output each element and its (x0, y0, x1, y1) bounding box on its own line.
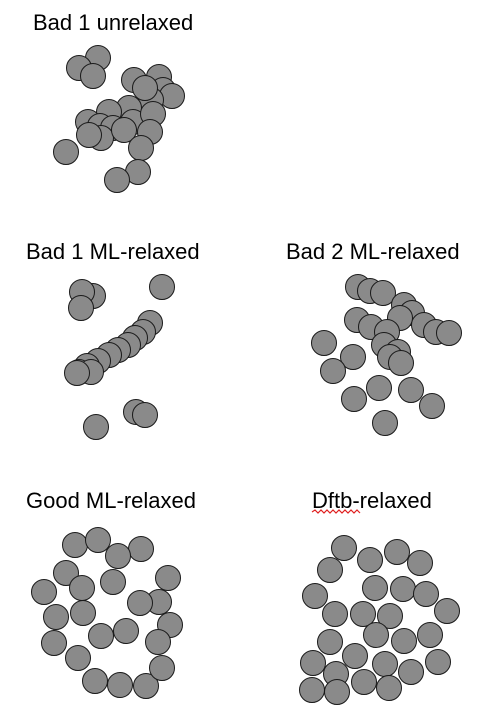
atom (370, 280, 396, 306)
atom (390, 576, 416, 602)
atom (311, 330, 337, 356)
atom (331, 535, 357, 561)
atom (149, 655, 175, 681)
atom (299, 677, 325, 703)
atom (340, 344, 366, 370)
atom (317, 629, 343, 655)
atom (43, 604, 69, 630)
atom (417, 622, 443, 648)
atom (155, 565, 181, 591)
atom (398, 377, 424, 403)
panel-title-bad1-ml-relaxed: Bad 1 ML-relaxed (26, 239, 200, 264)
atom (85, 527, 111, 553)
atom (434, 598, 460, 624)
atom (320, 358, 346, 384)
atom (388, 350, 414, 376)
atom (107, 672, 133, 698)
atom (317, 557, 343, 583)
atom (324, 679, 350, 705)
cluster-bad2-ml-relaxed (311, 274, 462, 436)
atom (41, 630, 67, 656)
atom (80, 63, 106, 89)
atoms-layer (31, 45, 462, 705)
cluster-good-ml-relaxed (31, 527, 183, 699)
atom (100, 569, 126, 595)
atom (132, 402, 158, 428)
atom (419, 393, 445, 419)
atom (149, 274, 175, 300)
atom (376, 675, 402, 701)
atom (127, 590, 153, 616)
atom (363, 622, 389, 648)
cluster-bad1-ml-relaxed (64, 274, 175, 440)
atom (53, 139, 79, 165)
atom (53, 560, 79, 586)
atom (398, 659, 424, 685)
atom (76, 122, 102, 148)
atom (70, 600, 96, 626)
atom (113, 618, 139, 644)
atom (111, 117, 137, 143)
spellcheck-underline (311, 509, 361, 514)
atom (436, 320, 462, 346)
panel-title-good-ml-relaxed: Good ML-relaxed (26, 488, 196, 513)
atom (362, 575, 388, 601)
atom (372, 410, 398, 436)
atom (69, 575, 95, 601)
atom (357, 547, 383, 573)
atom (128, 536, 154, 562)
atom (105, 543, 131, 569)
atom (88, 623, 114, 649)
atom (413, 581, 439, 607)
atom (145, 629, 171, 655)
atom (407, 550, 433, 576)
atom (68, 295, 94, 321)
atom (372, 651, 398, 677)
atom (128, 135, 154, 161)
panel-title-dftb-relaxed: Dftb-relaxed (312, 488, 432, 513)
atom (350, 601, 376, 627)
atom (104, 167, 130, 193)
atom (341, 386, 367, 412)
atom (62, 532, 88, 558)
atom (302, 583, 328, 609)
cluster-dftb-relaxed (299, 535, 460, 705)
atom (64, 360, 90, 386)
atom (83, 414, 109, 440)
atom (65, 645, 91, 671)
atom (366, 375, 392, 401)
atom (377, 603, 403, 629)
cluster-bad1-unrelaxed (53, 45, 185, 193)
atom (425, 649, 451, 675)
atom (132, 75, 158, 101)
atom (342, 643, 368, 669)
atom (31, 579, 57, 605)
panel-title-bad2-ml-relaxed: Bad 2 ML-relaxed (286, 239, 460, 264)
atom (384, 539, 410, 565)
atom (322, 601, 348, 627)
atom (300, 650, 326, 676)
atom (82, 668, 108, 694)
panel-title-bad1-unrelaxed: Bad 1 unrelaxed (33, 10, 194, 35)
atom (351, 669, 377, 695)
atom (133, 673, 159, 699)
atom (391, 628, 417, 654)
